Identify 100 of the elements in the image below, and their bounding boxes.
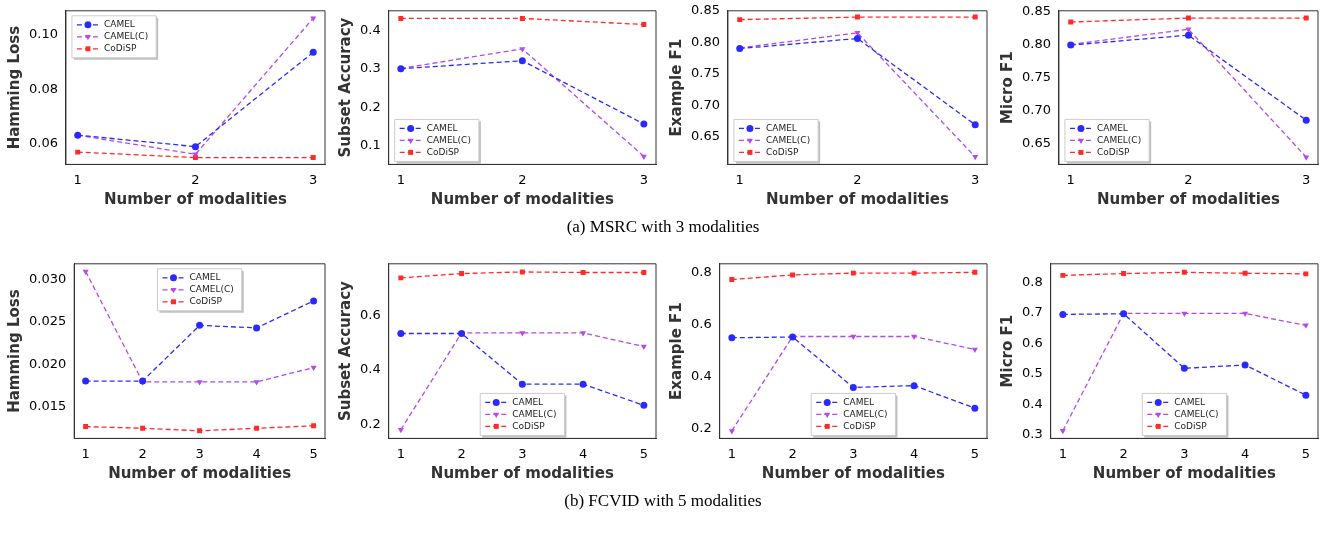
point (855, 14, 860, 20)
point (972, 14, 978, 20)
x-tick-label: 2 (138, 445, 147, 461)
y-tick-label: 0.2 (690, 419, 712, 435)
x-tick-label: 1 (1058, 445, 1067, 461)
x-tick-label: 3 (971, 171, 980, 187)
x-tick-label: 3 (518, 445, 527, 461)
point (1059, 429, 1066, 435)
legend-label: CoDiSP (426, 146, 460, 157)
point (1121, 271, 1127, 277)
point (197, 428, 203, 434)
point (580, 270, 586, 275)
legend-label: CAMEL(C) (189, 284, 234, 295)
point (1186, 15, 1191, 21)
point (253, 324, 261, 332)
point (310, 297, 318, 305)
y-tick-label: 0.1 (359, 136, 381, 152)
x-tick-label: 3 (639, 171, 648, 187)
point (140, 425, 146, 431)
x-tick-label: 4 (252, 445, 261, 461)
x-tick-label: 2 (457, 445, 466, 461)
point (253, 380, 260, 386)
x-tick-label: 1 (73, 171, 82, 187)
x-axis-title: Number of modalities (761, 463, 945, 482)
y-tick-label: 0.3 (359, 60, 381, 76)
point (910, 382, 918, 390)
x-tick-label: 3 (1180, 445, 1189, 461)
point (850, 270, 856, 276)
y-axis-title: Example F1 (666, 302, 685, 400)
y-tick-label: 0.75 (1021, 68, 1051, 84)
x-axis-title: Number of modalities (430, 189, 614, 208)
point (309, 48, 317, 56)
legend-label: CAMEL (189, 272, 221, 283)
legend-label: CoDiSP (765, 146, 799, 157)
legend-label: CAMEL(C) (512, 408, 557, 419)
legend-label: CAMEL (1174, 396, 1206, 407)
point (83, 424, 89, 430)
x-tick-label: 3 (849, 445, 858, 461)
y-axis-title: Micro F1 (997, 314, 1016, 388)
x-tick-label: 2 (788, 445, 797, 461)
y-tick-label: 0.6 (1021, 334, 1043, 350)
x-tick-label: 2 (191, 171, 200, 187)
y-axis-title: Micro F1 (997, 51, 1016, 124)
point (911, 334, 918, 340)
y-axis-title: Hamming Loss (4, 289, 23, 413)
legend-label: CAMEL (1096, 122, 1128, 133)
y-tick-label: 0.70 (690, 96, 720, 112)
point (1303, 15, 1309, 21)
legend-label: CAMEL (512, 396, 544, 407)
y-tick-label: 0.4 (359, 22, 381, 38)
x-tick-label: 2 (518, 171, 527, 187)
y-tick-label: 0.020 (29, 355, 67, 371)
x-axis-title: Number of modalities (108, 463, 292, 482)
legend-label: CoDiSP (843, 420, 877, 431)
legend-label: CAMEL(C) (843, 408, 888, 419)
point (311, 423, 317, 429)
legend-label: CAMEL (426, 122, 458, 133)
y-tick-label: 0.4 (1021, 395, 1043, 411)
point (518, 380, 526, 388)
legend-label: CAMEL(C) (1174, 408, 1219, 419)
x-tick-label: 1 (81, 445, 90, 461)
point (641, 270, 647, 275)
x-axis-title: Number of modalities (1092, 463, 1276, 482)
point (1181, 269, 1187, 275)
x-tick-label: 4 (1240, 445, 1250, 461)
point (728, 429, 735, 435)
point (310, 16, 317, 22)
point (1060, 272, 1066, 278)
point (1242, 270, 1248, 276)
legend-label: CAMEL (765, 122, 797, 133)
point (854, 31, 861, 37)
point (196, 321, 204, 329)
legend-label: CAMEL(C) (1096, 134, 1142, 145)
point (972, 155, 979, 161)
point (850, 334, 857, 340)
point (1303, 271, 1309, 277)
x-tick-label: 1 (735, 171, 744, 187)
x-tick-label: 5 (970, 445, 979, 461)
point (1184, 31, 1192, 39)
point (196, 380, 203, 386)
y-axis-title: Subset Accuracy (335, 17, 354, 158)
point (397, 329, 405, 337)
y-tick-label: 0.80 (1021, 35, 1051, 51)
point (519, 269, 525, 275)
y-tick-label: 0.8 (690, 264, 712, 280)
point (971, 121, 979, 129)
point (640, 120, 648, 128)
point (191, 143, 199, 151)
point (911, 270, 917, 276)
y-tick-label: 0.4 (359, 361, 381, 377)
y-tick-label: 0.85 (690, 2, 720, 18)
y-tick-label: 0.025 (29, 313, 67, 329)
legend-label: CoDiSP (1174, 420, 1208, 431)
y-tick-label: 0.5 (1021, 365, 1043, 381)
y-tick-label: 0.2 (359, 415, 381, 431)
y-tick-label: 0.8 (1021, 273, 1043, 289)
x-tick-label: 2 (853, 171, 862, 187)
y-tick-label: 0.6 (690, 316, 712, 332)
y-tick-label: 0.85 (1021, 2, 1051, 18)
point (849, 383, 857, 391)
